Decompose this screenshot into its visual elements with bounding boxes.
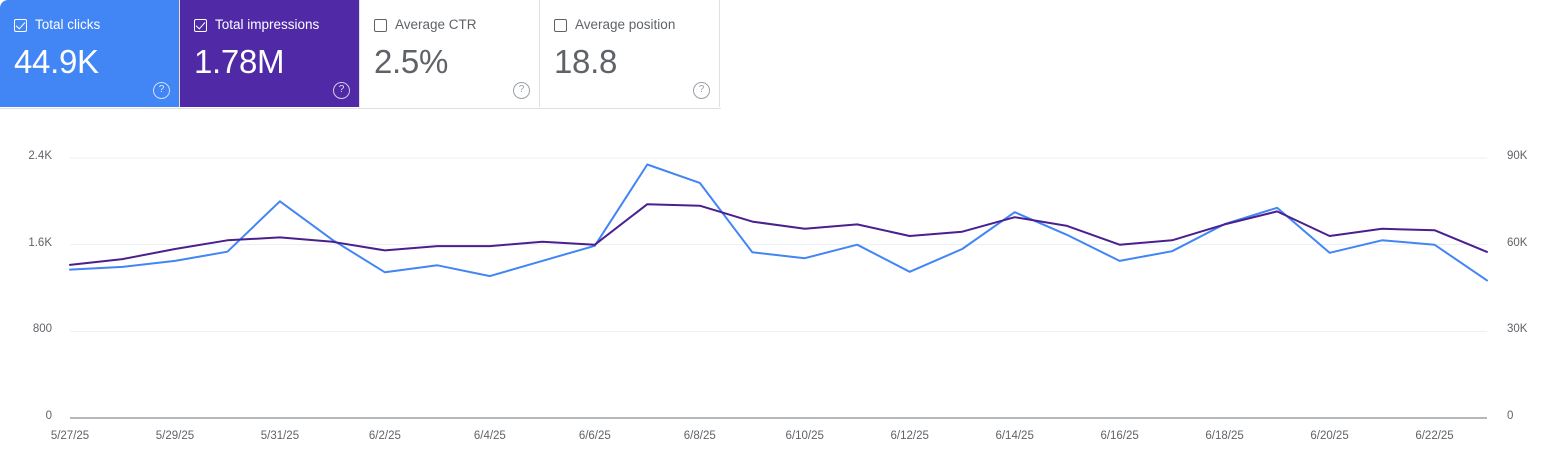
right-axis-tick: 30K <box>1507 323 1528 336</box>
metric-card-average-position[interactable]: Average position 18.8? <box>540 0 720 107</box>
checkbox-icon[interactable] <box>194 18 207 32</box>
metric-cards: Total clicks 44.9K? Total impressions 1.78M… <box>0 0 721 109</box>
series-line-total-impressions <box>69 203 1488 266</box>
x-axis-tick: 6/14/25 <box>995 430 1034 442</box>
right-axis-tick: 60K <box>1507 236 1528 249</box>
x-axis-tick: 6/8/25 <box>683 430 716 442</box>
x-axis-tick: 6/4/25 <box>473 430 506 442</box>
metric-card-label: Total clicks <box>35 17 101 32</box>
checkbox-icon[interactable] <box>14 18 27 32</box>
metric-card-value: 44.9K <box>14 43 99 80</box>
x-axis-tick: 6/6/25 <box>578 430 611 442</box>
metric-card-value: 1.78M <box>194 43 285 80</box>
performance-chart: 0 0 800 30K 1.6K 60K 2.4K 90K 5/27/25 5/29/25 5/31… <box>0 108 1557 471</box>
metric-card-header: Total impressions <box>194 17 345 33</box>
x-axis-tick: 6/10/25 <box>785 430 824 442</box>
metric-card-average-ctr[interactable]: Average CTR 2.5%? <box>360 0 540 107</box>
x-axis-tick: 6/20/25 <box>1310 430 1349 442</box>
x-axis-tick: 6/2/25 <box>368 430 401 442</box>
left-axis-tick: 2.4K <box>28 150 52 162</box>
metric-card-total-clicks[interactable]: Total clicks 44.9K? <box>0 0 180 107</box>
chart-plot-area <box>69 157 1488 419</box>
help-icon[interactable]: ? <box>153 82 170 99</box>
checkbox-icon[interactable] <box>554 18 567 32</box>
metric-card-label: Average CTR <box>395 17 477 32</box>
metric-card-label: Total impressions <box>215 17 320 32</box>
series-line-total-clicks <box>69 163 1488 282</box>
metric-card-header: Average position <box>554 17 705 33</box>
right-axis-tick: 0 <box>1507 410 1514 422</box>
x-axis-tick: 5/29/25 <box>155 430 195 442</box>
metric-card-total-impressions[interactable]: Total impressions 1.78M? <box>180 0 360 107</box>
metric-card-header: Total clicks <box>14 17 165 33</box>
help-icon[interactable]: ? <box>513 82 530 99</box>
metric-card-value: 18.8 <box>554 43 618 80</box>
left-axis-tick: 800 <box>32 323 52 336</box>
x-axis-tick: 6/16/25 <box>1100 430 1139 442</box>
left-axis-tick: 1.6K <box>28 236 52 249</box>
left-axis-tick: 0 <box>45 410 52 422</box>
help-icon[interactable]: ? <box>333 82 350 99</box>
metric-card-value: 2.5% <box>374 43 449 80</box>
right-axis-tick: 90K <box>1507 150 1528 162</box>
x-axis-tick: 6/18/25 <box>1205 430 1244 442</box>
metric-card-header: Average CTR <box>374 17 525 33</box>
help-icon[interactable]: ? <box>693 82 710 99</box>
metric-card-label: Average position <box>575 17 676 32</box>
checkbox-icon[interactable] <box>374 18 387 32</box>
x-axis-tick: 5/31/25 <box>260 430 300 442</box>
x-axis-tick: 5/27/25 <box>50 430 90 442</box>
x-axis-tick: 6/12/25 <box>890 430 929 442</box>
x-axis-tick: 6/22/25 <box>1415 430 1454 442</box>
